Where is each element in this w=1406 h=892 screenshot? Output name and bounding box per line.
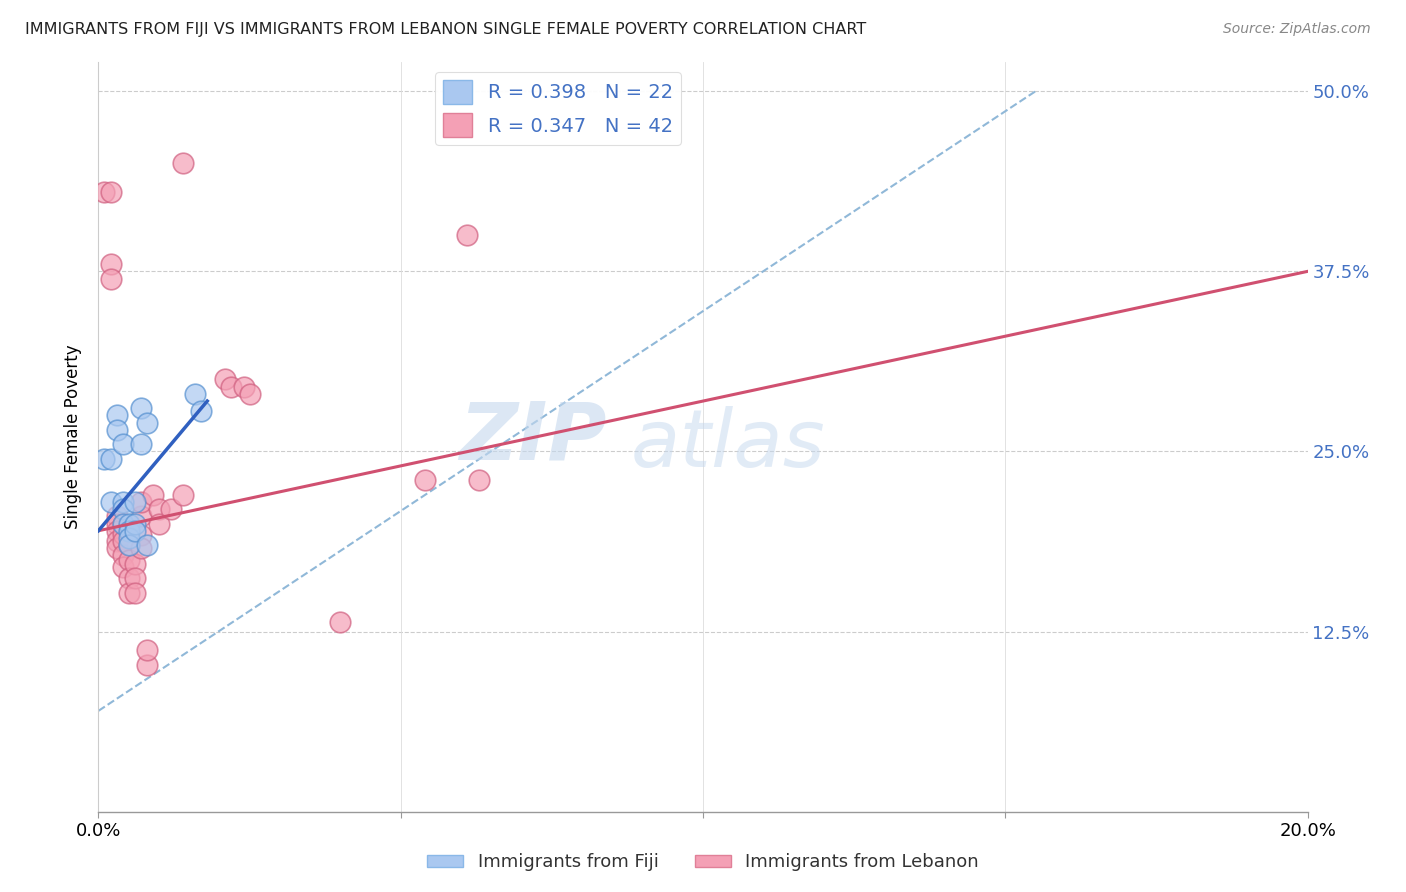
Point — [468, 473, 491, 487]
Point — [105, 409, 128, 423]
Point — [111, 437, 134, 451]
Point — [118, 552, 141, 566]
Text: ZIP: ZIP — [458, 398, 606, 476]
Point — [172, 488, 194, 502]
Point — [93, 451, 115, 466]
Point — [118, 524, 141, 538]
Point — [129, 541, 152, 555]
Point — [129, 528, 152, 542]
Point — [100, 185, 122, 199]
Point — [111, 516, 134, 531]
Point — [100, 451, 122, 466]
Point — [124, 495, 146, 509]
Point — [111, 502, 134, 516]
Point — [111, 516, 134, 531]
Point — [172, 156, 194, 170]
Point — [118, 531, 141, 545]
Point — [105, 423, 128, 437]
Point — [129, 495, 152, 509]
Point — [111, 559, 134, 574]
Point — [190, 404, 212, 418]
Point — [118, 585, 141, 599]
Text: atlas: atlas — [630, 406, 825, 483]
Point — [118, 516, 141, 531]
Point — [118, 524, 141, 538]
Point — [118, 538, 141, 552]
Point — [124, 524, 146, 538]
Point — [413, 473, 436, 487]
Point — [111, 495, 134, 509]
Point — [124, 557, 146, 571]
Point — [232, 379, 254, 393]
Point — [135, 416, 157, 430]
Point — [100, 271, 122, 285]
Point — [124, 571, 146, 585]
Point — [118, 571, 141, 585]
Point — [100, 257, 122, 271]
Point — [118, 538, 141, 552]
Point — [100, 495, 122, 509]
Point — [135, 538, 157, 552]
Point — [124, 585, 146, 599]
Point — [239, 387, 262, 401]
Point — [105, 533, 128, 548]
Point — [148, 516, 170, 531]
Point — [329, 615, 352, 629]
Text: IMMIGRANTS FROM FIJI VS IMMIGRANTS FROM LEBANON SINGLE FEMALE POVERTY CORRELATIO: IMMIGRANTS FROM FIJI VS IMMIGRANTS FROM … — [25, 22, 866, 37]
Point — [129, 437, 152, 451]
Point — [129, 401, 152, 416]
Point — [135, 657, 157, 672]
Point — [105, 541, 128, 555]
Point — [148, 502, 170, 516]
Point — [184, 387, 207, 401]
Y-axis label: Single Female Poverty: Single Female Poverty — [65, 345, 83, 529]
Legend: Immigrants from Fiji, Immigrants from Lebanon: Immigrants from Fiji, Immigrants from Le… — [420, 847, 986, 879]
Point — [111, 533, 134, 548]
Point — [160, 502, 183, 516]
Point — [214, 372, 236, 386]
Point — [456, 228, 478, 243]
Point — [93, 185, 115, 199]
Text: Source: ZipAtlas.com: Source: ZipAtlas.com — [1223, 22, 1371, 37]
Legend: R = 0.398   N = 22, R = 0.347   N = 42: R = 0.398 N = 22, R = 0.347 N = 42 — [436, 72, 681, 145]
Point — [105, 509, 128, 524]
Point — [135, 643, 157, 657]
Point — [221, 379, 243, 393]
Point — [111, 548, 134, 562]
Point — [105, 516, 128, 531]
Point — [111, 526, 134, 541]
Point — [124, 516, 146, 531]
Point — [129, 509, 152, 524]
Point — [142, 488, 165, 502]
Point — [105, 524, 128, 538]
